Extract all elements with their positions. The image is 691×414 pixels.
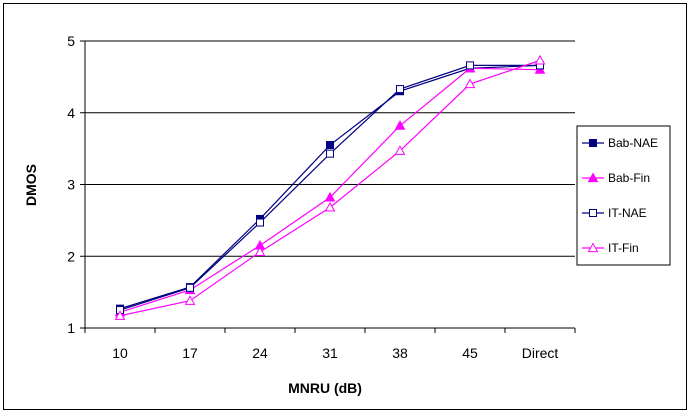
series-line xyxy=(119,64,541,310)
legend-item: Bab-NAE xyxy=(582,136,658,150)
legend-label: Bab-NAE xyxy=(608,136,658,150)
series-line xyxy=(119,59,541,317)
data-point xyxy=(324,201,336,212)
legend-marker xyxy=(589,209,597,217)
series-bab-nae xyxy=(116,61,544,313)
x-tick-label: 38 xyxy=(392,345,408,361)
chart-area xyxy=(3,3,687,410)
data-point xyxy=(184,295,196,305)
x-tick-label: 31 xyxy=(322,345,338,361)
y-tick-label: 4 xyxy=(67,105,75,121)
legend-marker xyxy=(587,242,599,253)
y-tick-label: 2 xyxy=(67,248,75,264)
y-tick-label: 3 xyxy=(67,177,75,193)
legend-item: Bab-Fin xyxy=(582,171,650,185)
series-line xyxy=(119,64,540,311)
data-point xyxy=(394,120,406,130)
data-point xyxy=(256,218,264,227)
x-tick-label: 10 xyxy=(112,345,128,361)
x-axis-title: MNRU (dB) xyxy=(288,380,362,396)
y-tick-label: 5 xyxy=(67,33,75,49)
legend: Bab-NAE Bab-Fin IT-NAE IT-Fin xyxy=(576,125,671,266)
series-bab-fin xyxy=(114,62,546,317)
data-point xyxy=(464,78,476,89)
data-point xyxy=(186,283,194,292)
x-tick-label: Direct xyxy=(522,345,559,361)
series-line xyxy=(119,67,541,313)
data-point xyxy=(396,85,404,94)
legend-marker xyxy=(587,172,599,183)
data-point xyxy=(326,141,334,150)
data-point xyxy=(534,54,546,65)
x-tick-label: 24 xyxy=(252,345,268,361)
data-point xyxy=(394,145,406,155)
data-point xyxy=(254,246,266,257)
data-point xyxy=(324,191,336,202)
legend-label: IT-NAE xyxy=(608,206,647,220)
legend-box xyxy=(576,125,671,266)
y-tick-label: 1 xyxy=(67,320,75,336)
data-point xyxy=(114,310,126,320)
data-point xyxy=(466,61,474,70)
legend-label: Bab-Fin xyxy=(608,171,650,185)
data-point xyxy=(326,149,334,158)
series-it-fin xyxy=(114,54,546,320)
x-tick-label: 17 xyxy=(182,345,198,361)
legend-item: IT-Fin xyxy=(582,241,639,255)
y-axis-title: DMOS xyxy=(23,164,39,206)
legend-item: IT-NAE xyxy=(582,206,647,220)
series-it-nae xyxy=(116,61,544,315)
legend-marker xyxy=(589,139,597,147)
legend-label: IT-Fin xyxy=(608,241,639,255)
x-tick-label: 45 xyxy=(462,345,478,361)
